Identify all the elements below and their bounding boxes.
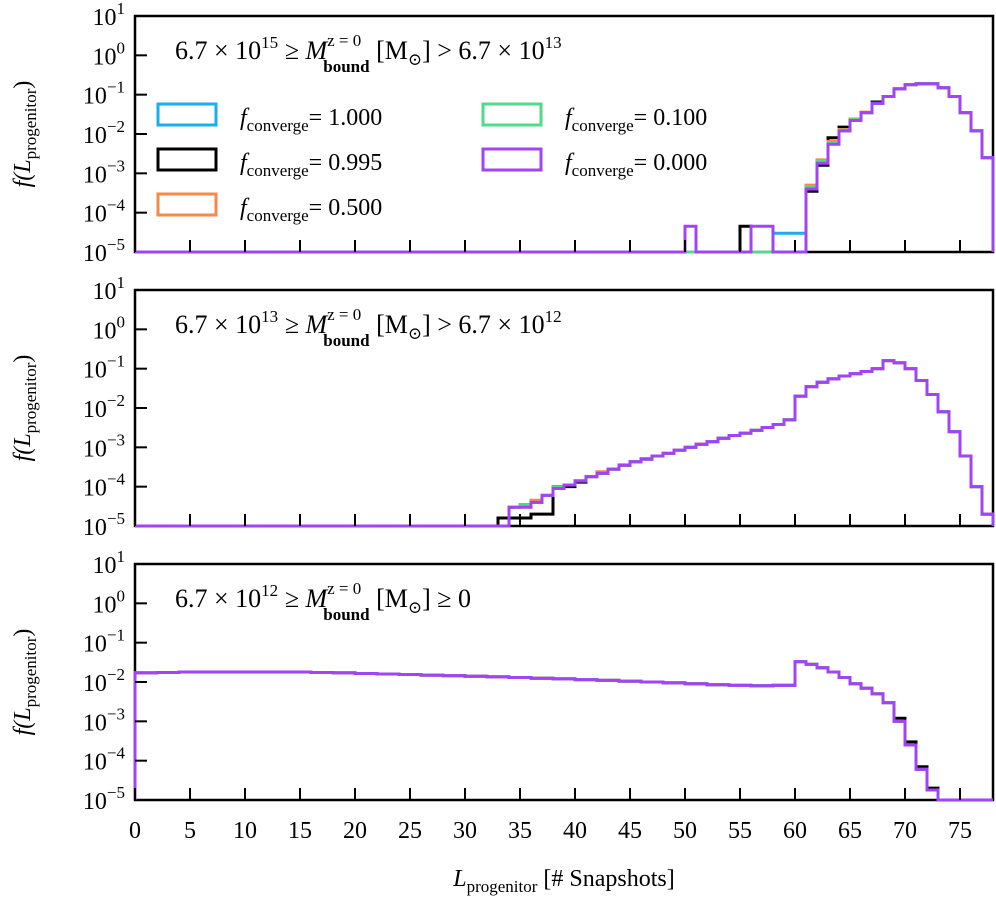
x-tick-label-55: 55	[728, 818, 752, 844]
x-tick-label-15: 15	[288, 818, 312, 844]
panel-2-ytick-label-0: 101	[93, 273, 126, 305]
panel-3-ticks: 101 100 10−1 10−2 10−3 10−4 10−5	[83, 547, 961, 815]
legend-label-f1000: fconverge= 1.000	[240, 105, 382, 135]
x-tick-label-30: 30	[453, 818, 477, 844]
legend-label-f0100: fconverge= 0.100	[565, 105, 707, 135]
panel-3-ytick-label-5: 10−4	[83, 744, 126, 776]
legend: fconverge= 1.000 fconverge= 0.995 fconve…	[156, 102, 707, 225]
legend-swatch-f0100	[481, 102, 543, 127]
x-tick-label-45: 45	[618, 818, 642, 844]
panel-3: 101 100 10−1 10−2 10−3 10−4 10−5 f(Lprogenitor…	[10, 547, 995, 815]
x-tick-label-75: 75	[948, 818, 972, 844]
panel-2-series-f0100	[135, 359, 995, 528]
x-tick-label-5: 5	[184, 818, 196, 844]
panel-1: 101 100 10−1 10−2 10−3 10−4 10−5 f(Lprogenitor…	[10, 0, 995, 267]
panel-3-series-f0995	[133, 660, 993, 802]
legend-swatch-f1000	[156, 102, 218, 127]
panel-2-series-f0000	[135, 359, 995, 528]
panel-2-ytick-label-4: 10−3	[83, 430, 125, 462]
x-tick-label-25: 25	[398, 818, 422, 844]
panel-1-ticks: 101 100 10−1 10−2 10−3 10−4 10−5	[83, 0, 961, 267]
legend-item-f0995: fconverge= 0.995	[156, 147, 382, 180]
panel-2-ytick-label-1: 100	[93, 312, 126, 344]
legend-swatch-f0995	[156, 147, 218, 172]
panel-2-series-f1000	[135, 359, 995, 528]
panel-1-ylabel-text: f(Lprogenitor)	[10, 81, 40, 188]
panel-2-ylabel: f(Lprogenitor)	[10, 355, 40, 462]
panel-1-ytick-label-3: 10−2	[83, 117, 125, 149]
panel-3-ytick-label-4: 10−3	[83, 704, 125, 736]
panel-1-ytick-label-2: 10−1	[83, 78, 125, 110]
panel-1-ytick-label-6: 10−5	[83, 235, 125, 267]
x-tick-label-65: 65	[838, 818, 862, 844]
panel-3-series	[133, 660, 993, 802]
panel-3-ylabel-text: f(Lprogenitor)	[10, 629, 40, 736]
panel-3-ytick-label-6: 10−5	[83, 783, 125, 815]
x-tick-label-35: 35	[508, 818, 532, 844]
x-tick-label-70: 70	[893, 818, 917, 844]
legend-label-f0995: fconverge= 0.995	[240, 150, 382, 180]
panel-3-series-f0100	[133, 660, 993, 802]
panel-2-ytick-label-3: 10−2	[83, 391, 125, 423]
x-tick-label-20: 20	[343, 818, 367, 844]
panel-1-ytick-label-1: 100	[93, 38, 126, 70]
panel-1-ylabel: f(Lprogenitor)	[10, 81, 40, 188]
panel-3-ylabel: f(Lprogenitor)	[10, 629, 40, 736]
panel-2-series-f0500	[135, 359, 995, 528]
panel-2-series-f0995	[135, 359, 995, 528]
panel-3-series-f0000	[133, 660, 993, 802]
panel-3-ytick-label-1: 100	[93, 586, 126, 618]
panel-2-ytick-label-6: 10−5	[83, 509, 125, 541]
legend-swatch-f0500	[156, 192, 218, 217]
panel-2-title: 6.7 × 1013 ≥ Mz = 0 bound [M⊙] > 6.7 × 10…	[175, 305, 562, 350]
panel-1-ytick-label-4: 10−3	[83, 156, 125, 188]
x-tick-label-50: 50	[673, 818, 697, 844]
panel-3-series-f1000	[133, 660, 993, 802]
legend-item-f0500: fconverge= 0.500	[156, 192, 382, 225]
x-tick-label-0: 0	[129, 818, 141, 844]
legend-label-f0500: fconverge= 0.500	[240, 195, 382, 225]
panel-1-ytick-label-5: 10−4	[83, 196, 126, 228]
x-tick-label-60: 60	[783, 818, 807, 844]
panel-2-ylabel-text: f(Lprogenitor)	[10, 355, 40, 462]
panel-2-ticks: 101 100 10−1 10−2 10−3 10−4 10−5	[83, 273, 961, 541]
panel-1-series	[135, 82, 995, 254]
panel-2-ytick-label-2: 10−1	[83, 352, 125, 384]
legend-label-f0000: fconverge= 0.000	[565, 150, 707, 180]
x-axis-label: Lprogenitor [# Snapshots]	[452, 866, 675, 896]
panel-3-ytick-label-3: 10−2	[83, 665, 125, 697]
x-tick-label-40: 40	[563, 818, 587, 844]
panel-3-ytick-label-0: 101	[93, 547, 126, 579]
panel-3-series-f0500	[133, 660, 993, 802]
legend-item-f0100: fconverge= 0.100	[481, 102, 707, 135]
panel-1-series-f0000	[135, 82, 995, 254]
legend-swatch-f0000	[481, 147, 543, 172]
panel-1-ytick-label-0: 101	[93, 0, 126, 31]
panel-3-ytick-label-2: 10−1	[83, 626, 125, 658]
panel-2-ytick-label-5: 10−4	[83, 470, 126, 502]
x-tick-label-10: 10	[233, 818, 257, 844]
panel-3-title: 6.7 × 1012 ≥ Mz = 0 bound [M⊙] ≥ 0	[175, 579, 471, 624]
legend-item-f1000: fconverge= 1.000	[156, 102, 382, 135]
panel-1-title: 6.7 × 1015 ≥ Mz = 0 bound [M⊙] > 6.7 × 10…	[175, 31, 562, 76]
x-tick-labels: 0 5 10 15 20 25 30 35 40 45 50 55 60 65 70 75	[129, 818, 972, 844]
panel-2: 101 100 10−1 10−2 10−3 10−4 10−5 f(Lprogenitor…	[10, 273, 995, 541]
legend-item-f0000: fconverge= 0.000	[481, 147, 707, 180]
panel-2-series	[135, 359, 995, 528]
